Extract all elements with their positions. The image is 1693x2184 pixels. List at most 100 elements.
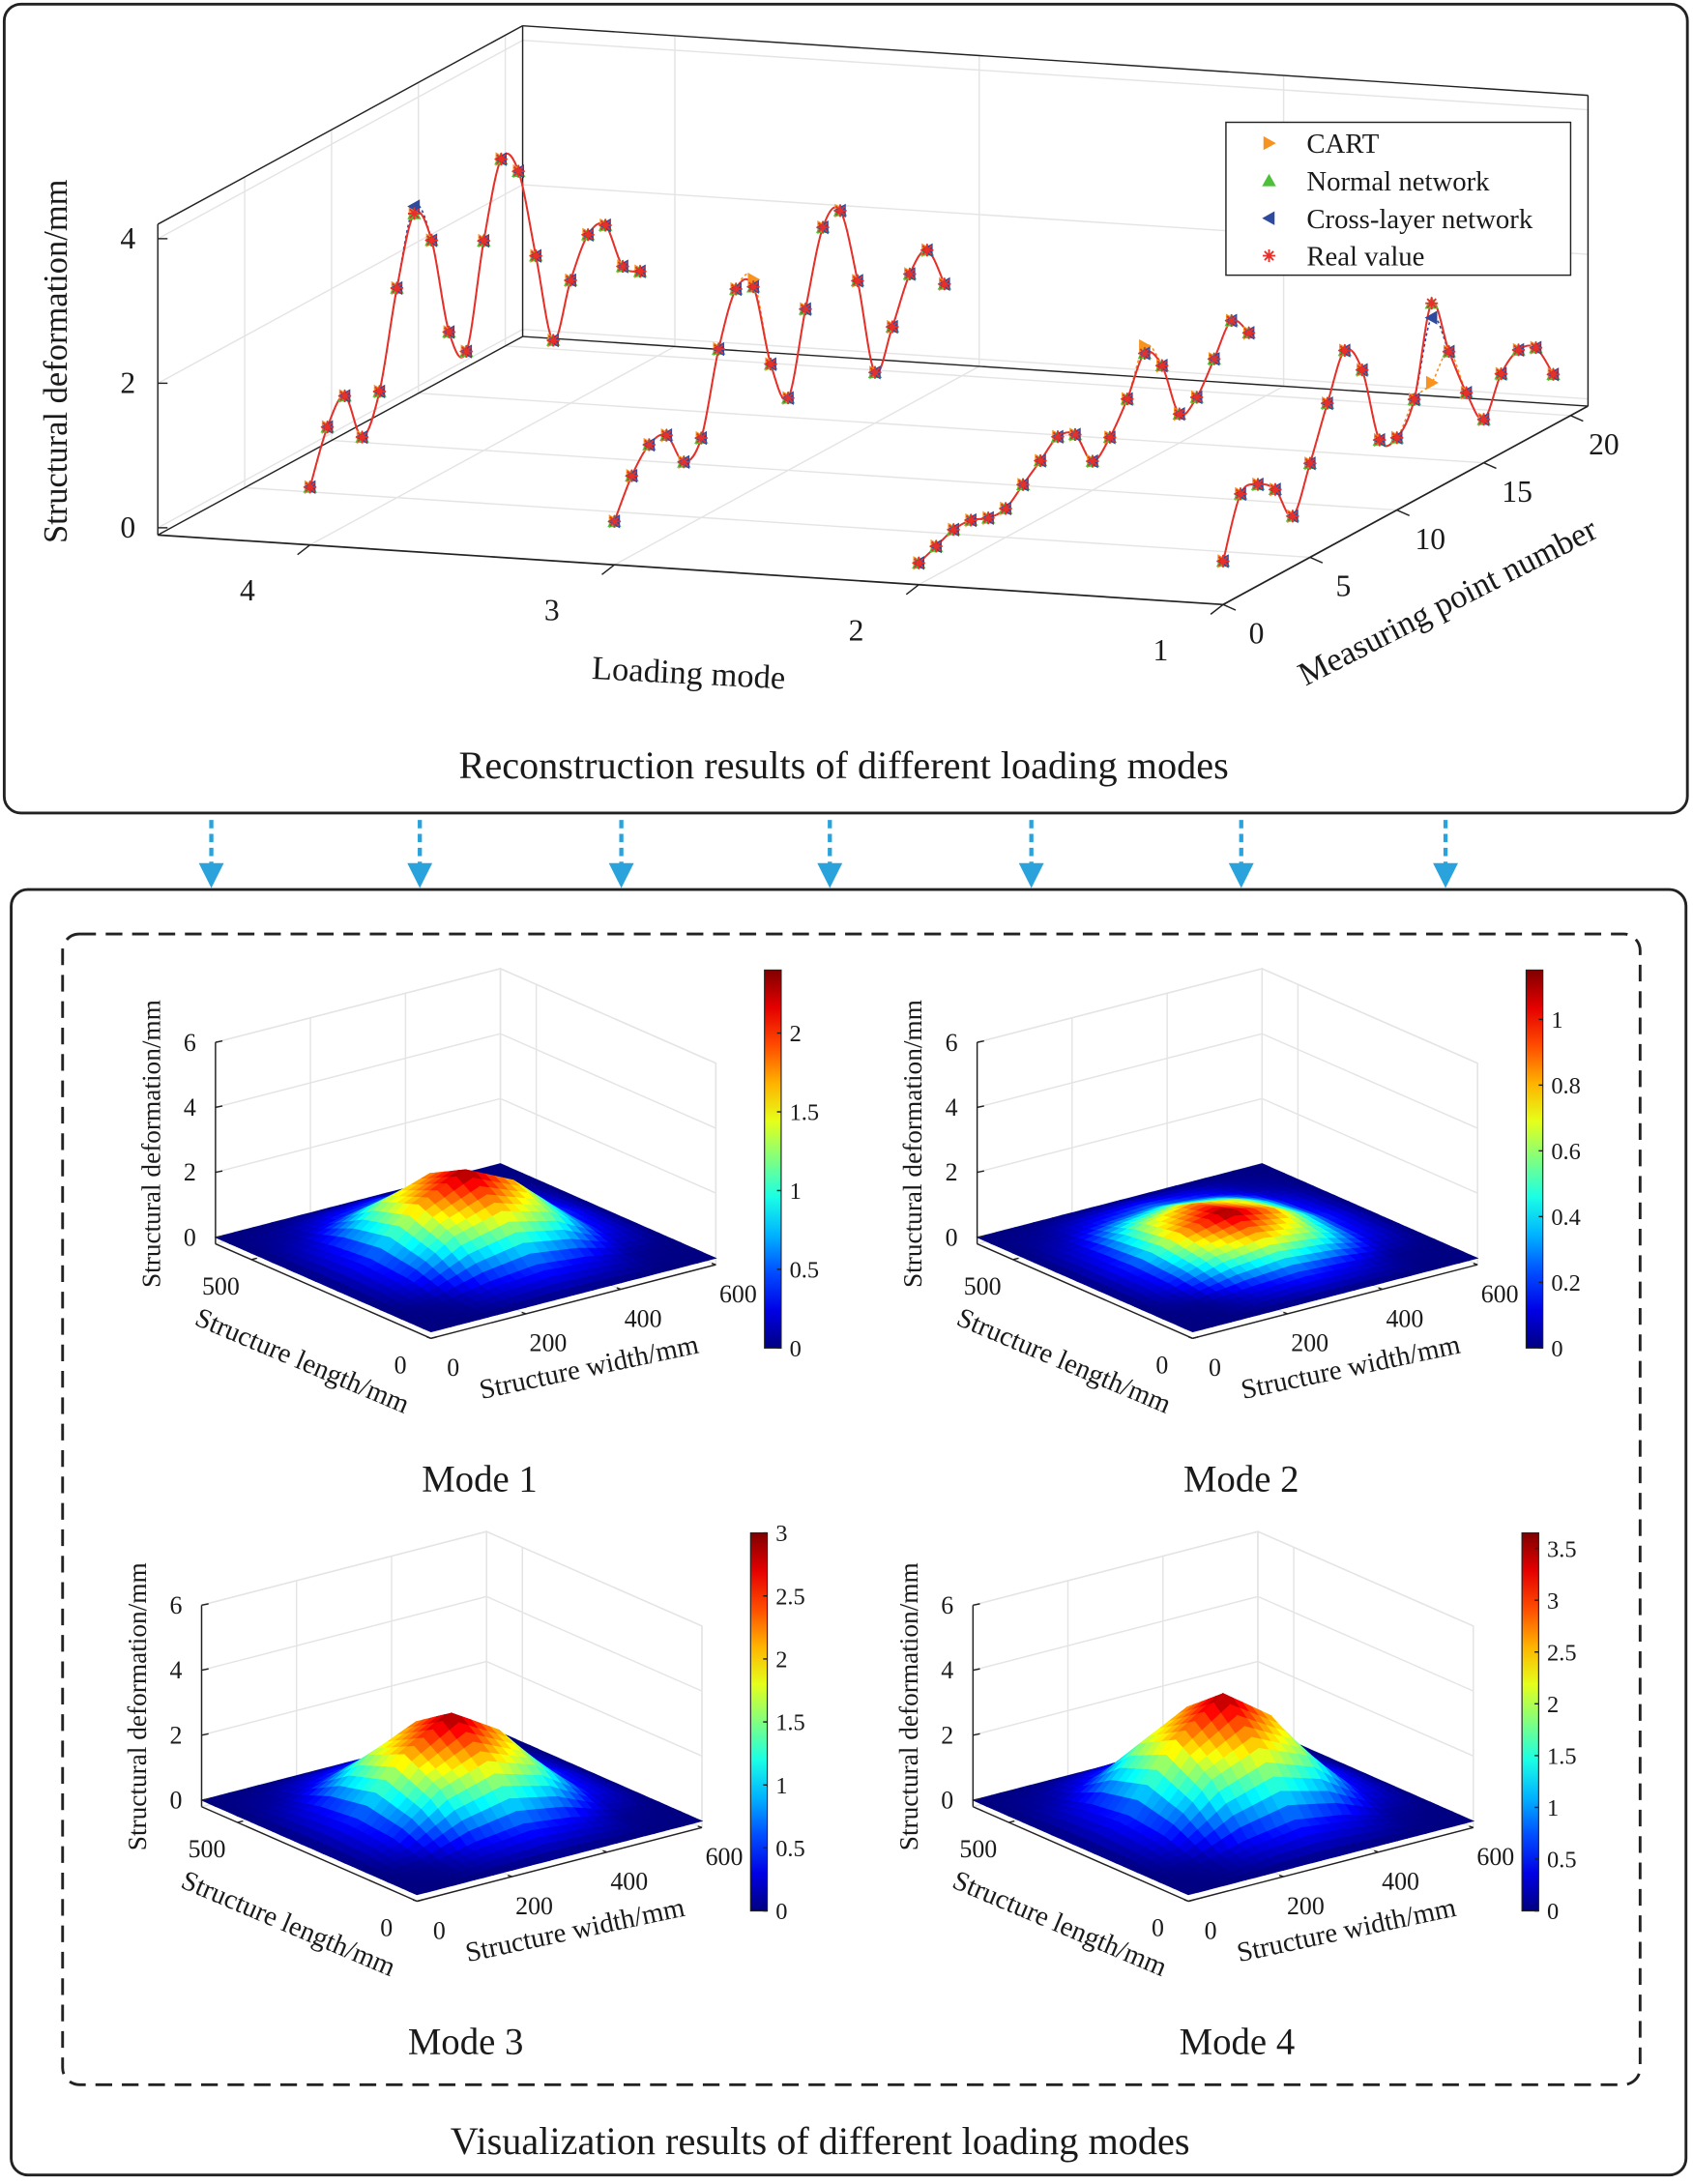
legend-label: Cross-layer network <box>1306 204 1533 235</box>
y-tick-label: 500 <box>189 1835 226 1863</box>
y-tick-label: 500 <box>964 1272 1002 1300</box>
data-point <box>304 480 316 493</box>
y-tick <box>1013 1258 1019 1259</box>
data-point <box>338 390 351 402</box>
colorbar-tick-label: 1 <box>1551 1007 1562 1034</box>
y-tick-label: 500 <box>959 1835 997 1863</box>
data-point <box>643 439 656 451</box>
data-point <box>391 282 403 295</box>
z-tick-label: 0 <box>184 1223 196 1251</box>
data-point <box>948 523 960 536</box>
colorbar-tick-label: 2.5 <box>1547 1640 1577 1666</box>
x-tick <box>617 1288 621 1289</box>
series-line <box>1223 303 1553 562</box>
x-tick-label: 200 <box>1291 1329 1328 1357</box>
colorbar-tick-label: 1 <box>775 1773 787 1799</box>
series-line <box>1223 316 1553 561</box>
data-point <box>678 455 690 468</box>
y-axis-label: Structure length/mm <box>190 1302 414 1420</box>
z-tick-label: 2 <box>184 1158 196 1186</box>
z-tick-label: 0 <box>941 1787 953 1815</box>
x-tick <box>1279 1876 1283 1877</box>
colorbar-tick-label: 1.5 <box>1547 1744 1577 1770</box>
x-tick <box>1379 1288 1383 1289</box>
data-point <box>1103 431 1116 444</box>
data-point <box>938 277 950 290</box>
legend-label: CART <box>1306 129 1379 160</box>
data-point <box>530 249 542 262</box>
data-point <box>765 358 777 370</box>
colorbar-tick-label: 1.5 <box>790 1100 820 1126</box>
colorbar-tick-label: 0.4 <box>1551 1205 1581 1231</box>
x-tick <box>1283 1312 1287 1313</box>
x-tick-label: 3 <box>544 594 560 627</box>
y-tick <box>1223 604 1236 610</box>
x-tick-label: 1 <box>1153 633 1168 667</box>
y-tick <box>1188 1900 1194 1901</box>
data-point <box>356 431 368 444</box>
y-tick-label: 0 <box>394 1351 407 1379</box>
y-tick-label: 15 <box>1502 475 1532 509</box>
data-point <box>425 234 438 247</box>
z-axis-label: Structural deformation/mm <box>123 1562 152 1850</box>
x-tick-label: 200 <box>1287 1892 1325 1920</box>
plot-title: Mode 2 <box>1183 1458 1299 1500</box>
arrows <box>212 820 1446 876</box>
z-tick-label: 4 <box>946 1093 958 1121</box>
x-tick <box>602 565 615 574</box>
x-tick <box>1188 1337 1192 1338</box>
data-point <box>1426 376 1439 390</box>
colorbar-tick-label: 0.6 <box>1551 1139 1581 1165</box>
y-tick-label: 0 <box>1249 617 1265 651</box>
x-tick-label: 0 <box>1205 1916 1217 1944</box>
data-point <box>1225 314 1238 327</box>
z-axis-label: Structural deformation/mm <box>898 1000 927 1288</box>
data-point <box>695 432 708 445</box>
data-point <box>869 366 882 379</box>
x-tick-label: 4 <box>240 573 255 607</box>
data-point <box>1235 487 1247 500</box>
data-point <box>1373 434 1386 447</box>
data-point <box>373 385 386 397</box>
z-axis-label: Structural deformation/mm <box>136 1000 165 1288</box>
data-point <box>1303 457 1316 470</box>
data-point <box>782 392 795 404</box>
x-tick <box>298 545 310 555</box>
box-line <box>523 26 1589 96</box>
z-axis-label: Structural deformation/mm <box>38 179 74 543</box>
data-point <box>1512 343 1525 356</box>
x-tick-label: 0 <box>447 1354 459 1382</box>
data-point <box>512 165 525 178</box>
x-tick <box>426 1337 430 1338</box>
x-tick-label: 600 <box>1476 1843 1514 1871</box>
x-axis <box>158 535 1223 604</box>
data-point <box>408 207 421 219</box>
colorbar-tick-label: 0.8 <box>1551 1073 1581 1099</box>
colorbar-tick-label: 3 <box>1547 1588 1559 1615</box>
y-tick-label: 0 <box>1155 1351 1168 1379</box>
colorbar-tick-label: 2 <box>775 1647 787 1674</box>
z-tick-label: 4 <box>169 1656 182 1684</box>
x-tick-label: 0 <box>433 1916 446 1944</box>
colorbar-tick-label: 2 <box>790 1021 802 1047</box>
data-point <box>1390 431 1403 444</box>
z-tick-label: 2 <box>946 1158 958 1186</box>
data-point <box>930 540 943 553</box>
y-tick <box>431 1337 437 1338</box>
series-line <box>919 320 1248 564</box>
caption: Visualization results of different loadi… <box>451 2119 1190 2163</box>
data-point <box>1338 344 1351 357</box>
x-axis-label: Structure width/mm <box>477 1329 701 1406</box>
data-point <box>886 321 898 334</box>
data-point <box>1017 479 1030 491</box>
colorbar-tick-label: 1 <box>1547 1795 1559 1821</box>
z-tick-label: 6 <box>941 1591 953 1619</box>
colorbar-tick-label: 0.5 <box>775 1836 805 1862</box>
data-point <box>1321 397 1333 410</box>
data-point <box>1242 327 1255 339</box>
data-point <box>1086 455 1098 468</box>
